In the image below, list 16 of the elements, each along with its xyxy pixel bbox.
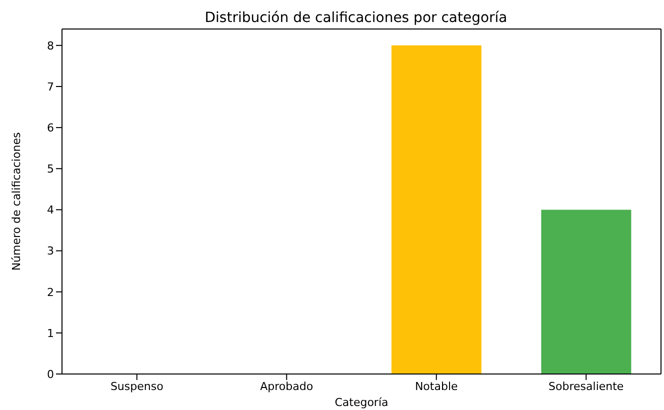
x-tick-label: Sobresaliente	[548, 380, 624, 393]
chart-title: Distribución de calificaciones por categoría	[204, 9, 508, 28]
x-tick-label: Notable	[414, 380, 458, 393]
y-tick-label: 0	[47, 368, 54, 381]
y-tick-label: 1	[47, 326, 54, 340]
y-tick-label: 2	[47, 286, 54, 299]
y-tick-label: 5	[47, 162, 54, 176]
x-axis-title: Categoría	[334, 396, 388, 409]
y-tick-label: 7	[47, 80, 54, 94]
y-tick-label: 8	[47, 39, 54, 52]
y-tick-label: 3	[47, 244, 54, 258]
y-axis-title: Número de calificaciones	[10, 132, 23, 271]
y-tick-label: 6	[47, 121, 54, 134]
x-tick-label: Suspenso	[110, 380, 164, 393]
x-tick-label: Aprobado	[260, 380, 314, 393]
y-tick-label: 4	[47, 204, 54, 217]
